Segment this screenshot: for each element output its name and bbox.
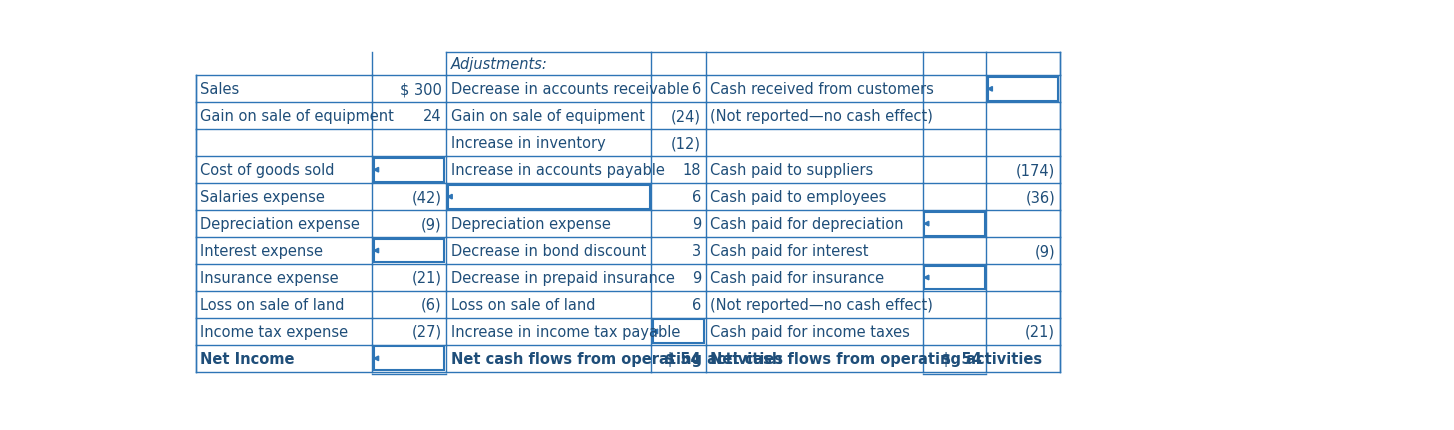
Text: Increase in inventory: Increase in inventory	[451, 136, 605, 151]
Bar	[925, 266, 984, 290]
Text: Cash paid for income taxes: Cash paid for income taxes	[711, 324, 910, 339]
Text: Cash paid for depreciation: Cash paid for depreciation	[711, 217, 904, 231]
Text: 6: 6	[692, 190, 701, 205]
Bar	[987, 78, 1059, 101]
Text: 3: 3	[692, 243, 701, 258]
Bar	[448, 185, 650, 209]
Text: 6: 6	[692, 297, 701, 312]
Text: (36): (36)	[1025, 190, 1056, 205]
Polygon shape	[653, 329, 657, 334]
Text: Cash paid to employees: Cash paid to employees	[711, 190, 887, 205]
Polygon shape	[374, 168, 378, 172]
Text: Cost of goods sold: Cost of goods sold	[201, 163, 334, 178]
Text: Sales: Sales	[201, 82, 240, 97]
Text: (27): (27)	[411, 324, 442, 339]
Polygon shape	[374, 249, 378, 253]
Text: Loss on sale of land: Loss on sale of land	[451, 297, 595, 312]
Text: (174): (174)	[1016, 163, 1056, 178]
Polygon shape	[374, 356, 378, 361]
Text: Cash received from customers: Cash received from customers	[711, 82, 933, 97]
Bar	[374, 158, 445, 182]
Text: Decrease in bond discount: Decrease in bond discount	[451, 243, 646, 258]
Text: Net cash flows from operating activities: Net cash flows from operating activities	[711, 351, 1043, 366]
Polygon shape	[925, 222, 929, 226]
Text: Increase in income tax payable: Increase in income tax payable	[451, 324, 680, 339]
Text: Cash paid for insurance: Cash paid for insurance	[711, 270, 884, 286]
Text: Gain on sale of equipment: Gain on sale of equipment	[451, 109, 644, 124]
Bar	[653, 320, 704, 344]
Bar	[374, 239, 445, 263]
Text: (6): (6)	[420, 297, 442, 312]
Text: (Not reported—no cash effect): (Not reported—no cash effect)	[711, 109, 933, 124]
Text: Income tax expense: Income tax expense	[201, 324, 349, 339]
Text: Decrease in accounts receivable: Decrease in accounts receivable	[451, 82, 689, 97]
Text: (9): (9)	[420, 217, 442, 231]
Text: Interest expense: Interest expense	[201, 243, 323, 258]
Text: Loss on sale of land: Loss on sale of land	[201, 297, 345, 312]
Text: Depreciation expense: Depreciation expense	[451, 217, 611, 231]
Text: Increase in accounts payable: Increase in accounts payable	[451, 163, 664, 178]
Text: Depreciation expense: Depreciation expense	[201, 217, 361, 231]
Text: (42): (42)	[411, 190, 442, 205]
Text: $ 300: $ 300	[400, 82, 442, 97]
Text: (9): (9)	[1035, 243, 1056, 258]
Text: $ 54: $ 54	[666, 351, 701, 366]
Text: 24: 24	[423, 109, 442, 124]
Text: 18: 18	[682, 163, 701, 178]
Text: 9: 9	[692, 270, 701, 286]
Text: Gain on sale of equipment: Gain on sale of equipment	[201, 109, 394, 124]
Text: (21): (21)	[1025, 324, 1056, 339]
Text: (21): (21)	[411, 270, 442, 286]
Text: Net cash flows from operating activities: Net cash flows from operating activities	[451, 351, 782, 366]
Text: Cash paid to suppliers: Cash paid to suppliers	[711, 163, 874, 178]
Text: Salaries expense: Salaries expense	[201, 190, 326, 205]
Text: (24): (24)	[670, 109, 701, 124]
Polygon shape	[987, 87, 993, 92]
Text: (Not reported—no cash effect): (Not reported—no cash effect)	[711, 297, 933, 312]
Text: Insurance expense: Insurance expense	[201, 270, 339, 286]
Text: 6: 6	[692, 82, 701, 97]
Bar	[374, 347, 445, 370]
Text: Net Income: Net Income	[201, 351, 295, 366]
Text: Adjustments:: Adjustments:	[451, 57, 547, 72]
Text: 9: 9	[692, 217, 701, 231]
Text: $  54: $ 54	[941, 351, 981, 366]
Bar	[925, 212, 984, 236]
Text: Decrease in prepaid insurance: Decrease in prepaid insurance	[451, 270, 675, 286]
Polygon shape	[925, 276, 929, 280]
Text: (12): (12)	[670, 136, 701, 151]
Text: Cash paid for interest: Cash paid for interest	[711, 243, 869, 258]
Polygon shape	[448, 195, 452, 200]
